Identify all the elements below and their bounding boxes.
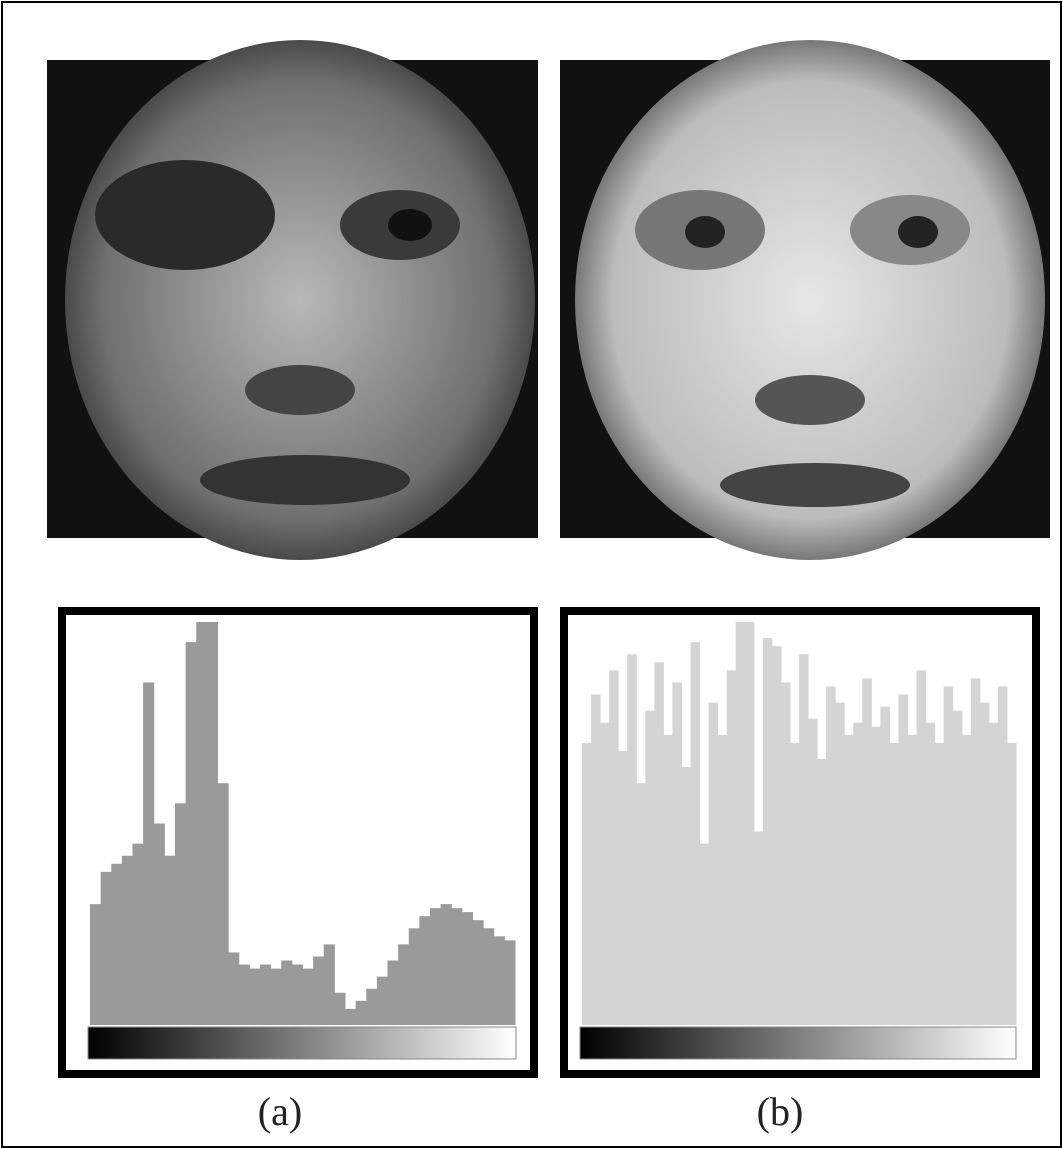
histogram-bar: [175, 803, 187, 1025]
histogram-bar: [206, 622, 218, 1025]
histogram-bar: [934, 742, 945, 1025]
histogram-bar: [636, 783, 646, 1025]
histogram-bar: [952, 710, 963, 1025]
histogram-bar: [440, 904, 452, 1025]
histogram-bar: [591, 694, 601, 1025]
histogram-bar: [871, 726, 881, 1025]
caption: (a): [258, 1089, 302, 1134]
histogram-bar: [663, 734, 673, 1025]
histogram-bar: [185, 642, 197, 1025]
histogram-bar: [228, 952, 240, 1025]
histogram-bar: [726, 670, 737, 1025]
histogram-bar: [408, 928, 420, 1025]
histogram-bar: [334, 992, 346, 1025]
histogram-bar: [627, 654, 637, 1025]
histogram-bar: [504, 940, 516, 1025]
histogram-bar: [925, 722, 936, 1025]
histogram-bar: [493, 936, 505, 1025]
histogram-bar: [835, 702, 845, 1025]
histogram-bar: [735, 622, 746, 1025]
histogram-bar: [461, 912, 473, 1025]
histogram-bar: [302, 968, 314, 1025]
colorbar-b: [579, 1026, 1017, 1060]
face-image-b: [560, 40, 1050, 560]
histogram-bar: [143, 682, 155, 1025]
histogram-bar: [121, 855, 133, 1025]
face-image-a: [47, 40, 538, 560]
histogram-bar: [699, 843, 710, 1025]
histogram-bar: [472, 920, 484, 1025]
histogram-bar: [799, 654, 809, 1025]
histogram-bar: [997, 686, 1008, 1025]
histogram-bar: [762, 638, 773, 1025]
histogram-bar: [483, 928, 495, 1025]
histogram-bar: [717, 734, 728, 1025]
histogram-bar: [979, 702, 990, 1025]
histogram-bar: [430, 908, 442, 1025]
histogram-bar: [582, 742, 592, 1025]
histogram-bar: [943, 686, 954, 1025]
histogram-bar: [844, 734, 854, 1025]
histogram-bar: [270, 968, 282, 1025]
histogram-bar: [970, 678, 981, 1025]
histogram-bar: [808, 718, 818, 1025]
histogram-bar: [780, 682, 791, 1025]
histogram-bar: [609, 670, 619, 1025]
histogram-bar: [132, 843, 144, 1025]
histogram-bar: [153, 823, 165, 1025]
histogram-bar: [164, 855, 176, 1025]
histogram-bar: [90, 904, 102, 1025]
histogram-bar: [880, 706, 890, 1025]
histogram-bar: [249, 968, 261, 1025]
histogram-bar: [817, 759, 827, 1025]
histogram-bar: [451, 908, 463, 1025]
histogram-bar: [988, 722, 999, 1025]
histogram-bar: [238, 964, 250, 1025]
histogram-bar: [291, 964, 303, 1025]
histogram-bar: [645, 710, 655, 1025]
histogram-bar: [345, 1008, 357, 1025]
histogram-bar: [323, 944, 335, 1025]
histogram-bar: [853, 722, 863, 1025]
histogram-bar: [398, 944, 410, 1025]
histogram-bar: [708, 702, 719, 1025]
histogram-bar: [376, 976, 388, 1025]
histogram-bar: [672, 682, 682, 1025]
histogram-bar: [916, 670, 927, 1025]
histogram-bar: [281, 960, 293, 1025]
histogram-bar: [100, 871, 112, 1025]
caption: (b): [757, 1089, 804, 1134]
histogram-bar: [961, 734, 972, 1025]
histogram-bar: [111, 863, 123, 1025]
histogram-bar: [898, 694, 908, 1025]
histogram-bar: [419, 916, 431, 1025]
histogram-bar: [771, 646, 782, 1025]
histogram-bar: [681, 767, 691, 1025]
histogram-bar: [618, 750, 628, 1025]
histogram-bar: [387, 960, 399, 1025]
histogram-bar: [690, 642, 701, 1025]
histogram-bar: [260, 964, 272, 1025]
colorbar-a: [87, 1026, 517, 1060]
histogram-bar: [366, 988, 378, 1025]
histogram-bar: [753, 831, 764, 1025]
histogram-bar: [907, 734, 918, 1025]
histogram-bar: [889, 742, 899, 1025]
histogram-bar: [355, 1000, 367, 1025]
histogram-bar: [600, 722, 610, 1025]
histogram-bar: [826, 686, 836, 1025]
histogram-bar: [744, 622, 755, 1025]
histogram-bar: [196, 622, 208, 1025]
histogram-bar: [313, 956, 325, 1025]
histogram-bar: [217, 783, 229, 1025]
histogram-bar: [1006, 742, 1017, 1025]
histogram-bar: [862, 678, 872, 1025]
histogram-bar: [789, 742, 800, 1025]
histogram-bar: [654, 662, 664, 1025]
